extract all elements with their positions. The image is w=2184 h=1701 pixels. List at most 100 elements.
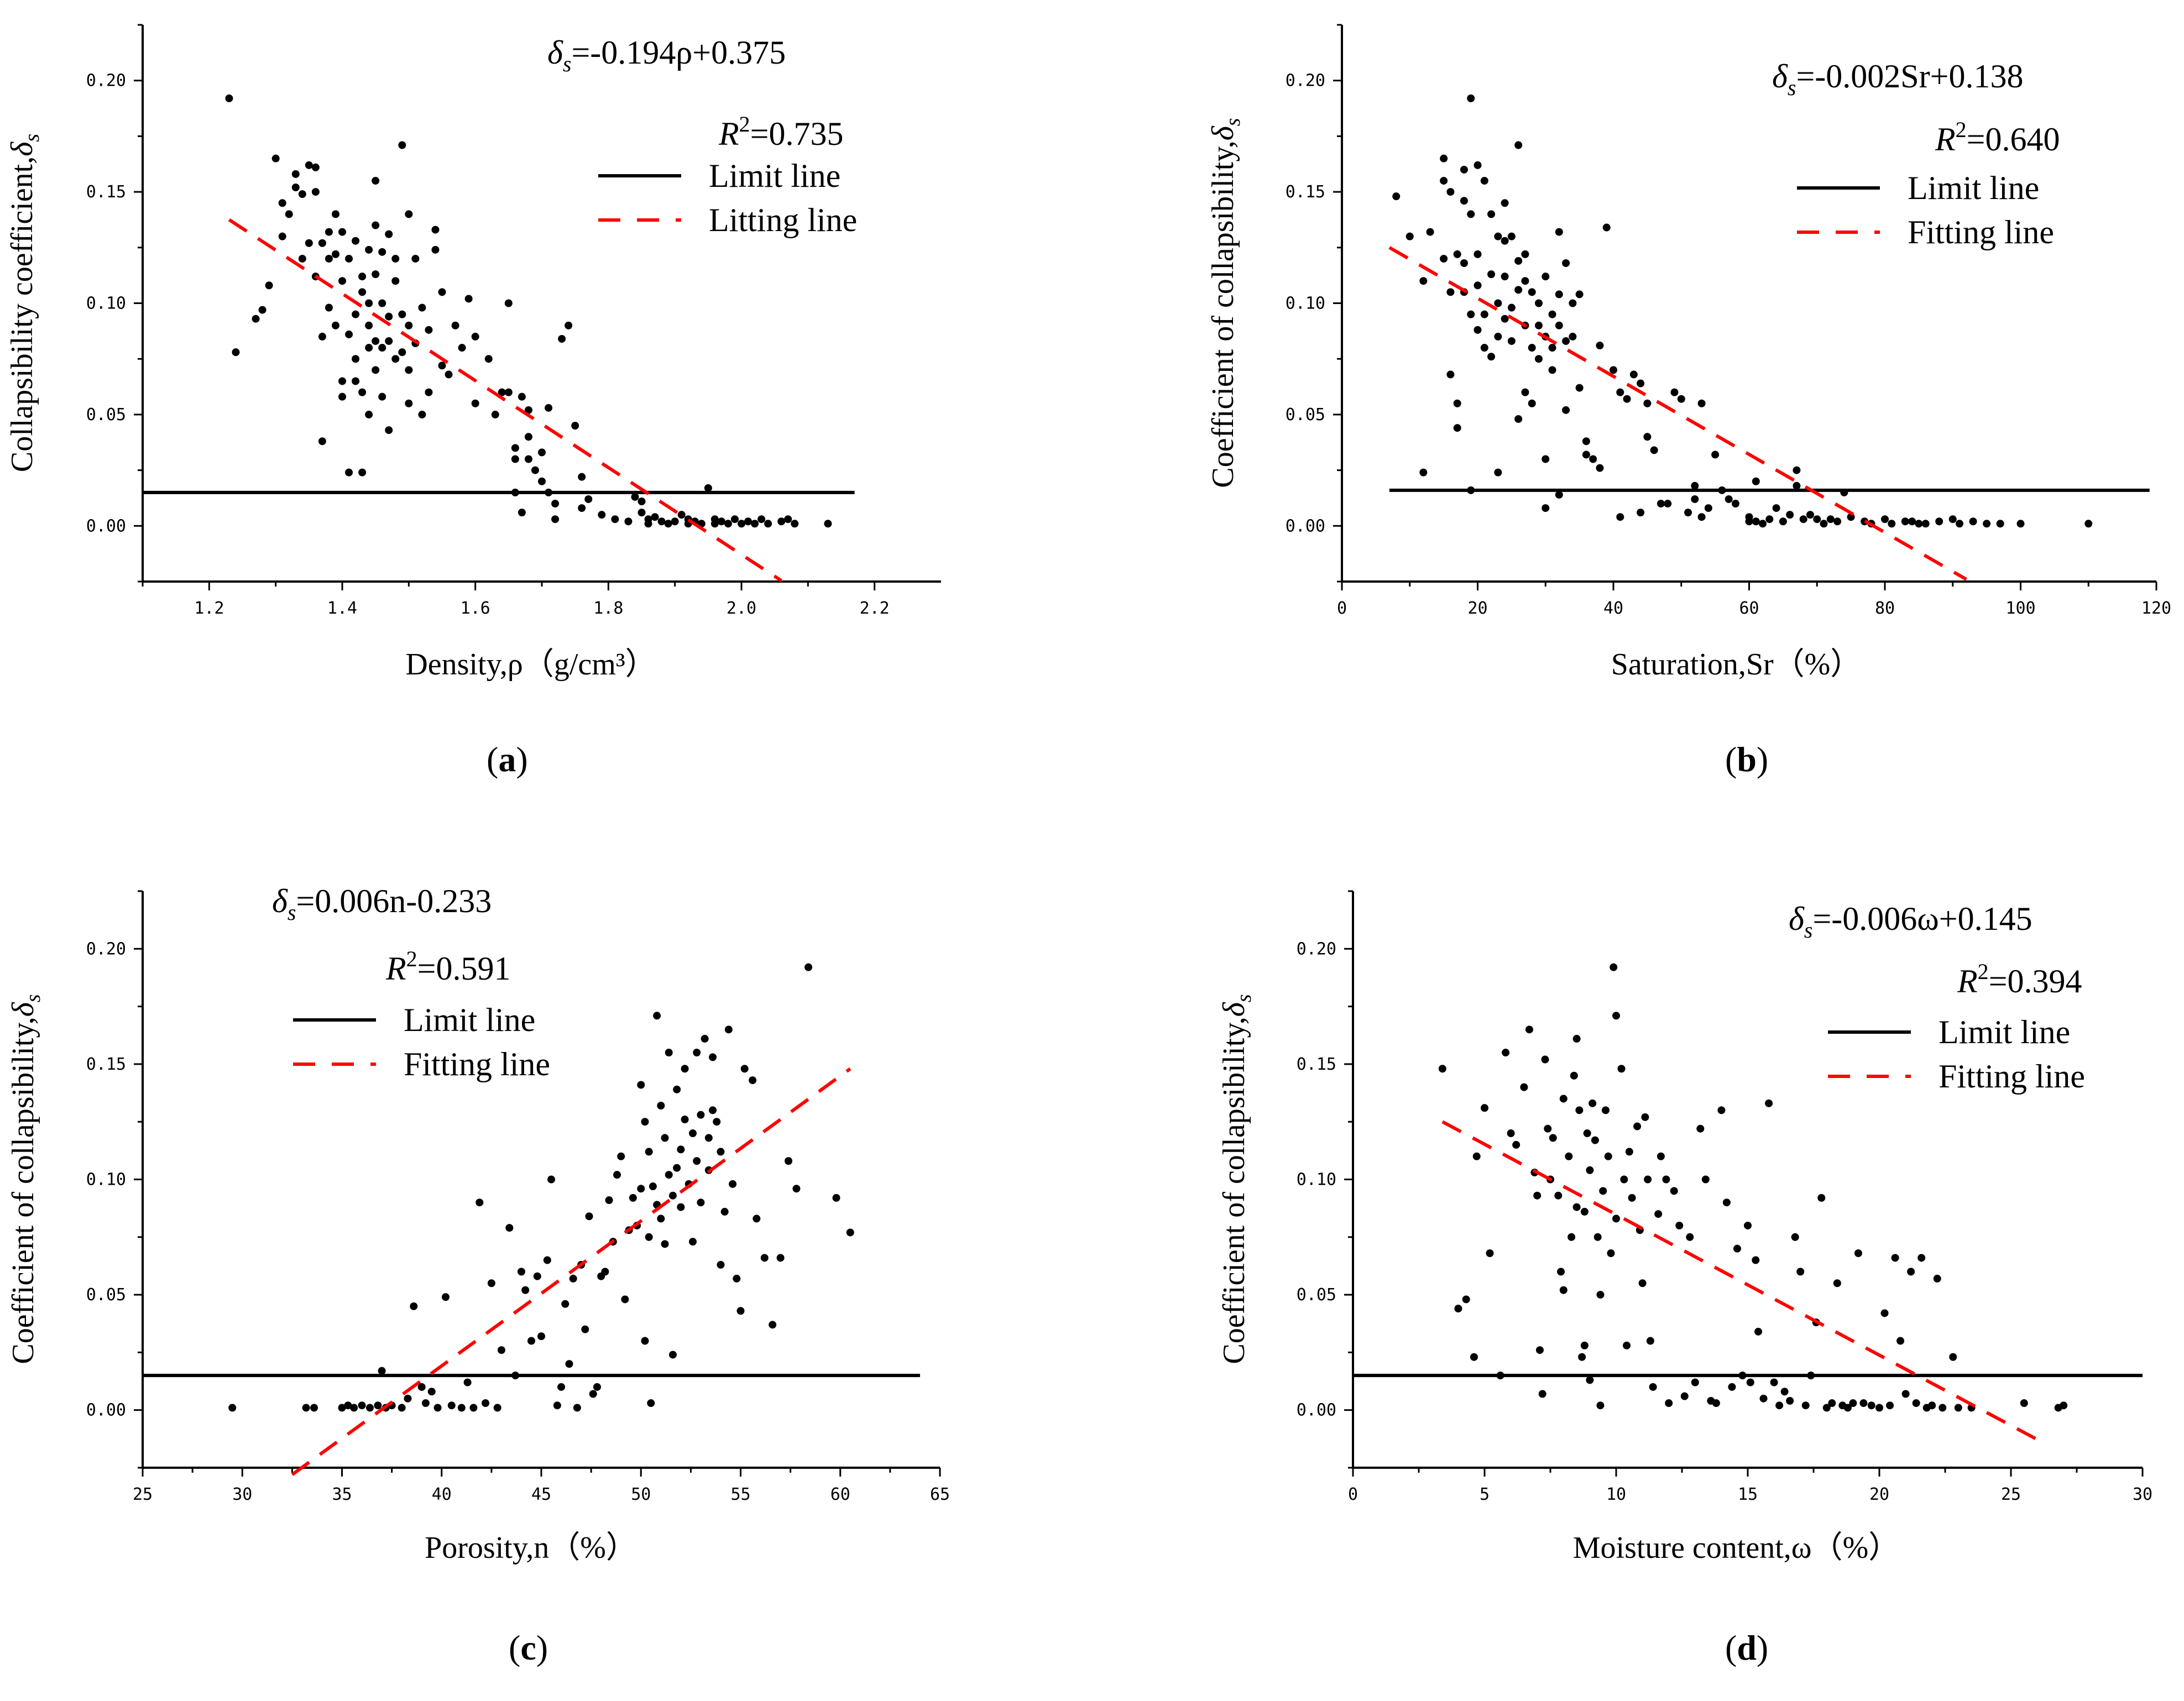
data-point (1939, 1404, 1947, 1412)
x-axis-title: Saturation,Sr（%） (1611, 647, 1862, 682)
data-point (1582, 437, 1590, 446)
chart-panel-d: 0 5 10 15 20 25 300.000.050.100.150.20δs=-0.00… (1217, 890, 2152, 1667)
data-point (1691, 481, 1699, 490)
data-point (749, 1076, 757, 1085)
data-point (458, 344, 466, 352)
data-point (471, 332, 479, 341)
data-point (804, 963, 813, 971)
data-point (1514, 257, 1523, 265)
data-point (661, 1240, 669, 1248)
data-point (657, 1215, 665, 1223)
data-point (305, 239, 313, 247)
data-point (1542, 273, 1550, 281)
x-tick-label: 2.2 (860, 599, 890, 618)
equation-text: =-0.006ω+0.145 (1812, 901, 2032, 937)
y-tick-label: 0.00 (1286, 516, 1325, 536)
data-point (1901, 1390, 1910, 1398)
data-point (1933, 1274, 1941, 1283)
x-tick-label: 35 (332, 1485, 352, 1504)
data-point (1697, 513, 1706, 521)
data-point (1820, 520, 1828, 528)
data-point (345, 468, 353, 477)
data-point (1501, 199, 1509, 207)
data-point (398, 348, 406, 357)
r-superscript: 2 (1956, 117, 1967, 142)
y-axis-title: Coefficient of collapsibility,δs (6, 994, 45, 1364)
data-point (358, 273, 367, 281)
equation-text: =-0.194ρ+0.375 (571, 34, 786, 71)
data-point (1623, 1341, 1631, 1349)
data-point (1828, 1399, 1836, 1407)
data-point (464, 295, 473, 303)
data-point (1507, 303, 1516, 312)
data-point (1907, 1268, 1915, 1276)
data-point (1772, 504, 1780, 512)
data-point (641, 1118, 649, 1126)
data-point (2020, 1399, 2028, 1407)
data-point (1480, 344, 1488, 352)
caption-close: ) (516, 740, 527, 779)
data-point (433, 1404, 442, 1412)
x-axis-title: Density,ρ（g/cm³） (405, 647, 656, 682)
data-point (1786, 511, 1794, 519)
data-point (1775, 1401, 1784, 1410)
y-axis-title-text: Coefficient of collapsibility, (1217, 1017, 1251, 1364)
data-point (557, 1383, 566, 1391)
data-point (252, 315, 260, 323)
data-point (744, 517, 753, 526)
data-point (617, 1152, 625, 1160)
data-point (1759, 1394, 1768, 1402)
data-point (668, 1351, 677, 1359)
r-superscript: 2 (406, 946, 417, 971)
data-point (677, 1203, 685, 1211)
data-point (521, 1286, 530, 1294)
data-point (352, 237, 360, 245)
data-point (1549, 1134, 1557, 1142)
data-point (1446, 288, 1455, 296)
data-point (1538, 1390, 1546, 1398)
data-point (1593, 1233, 1602, 1241)
x-axis-title: Moisture content,ω（%） (1573, 1531, 1900, 1565)
y-axis-title-subscript: s (22, 994, 45, 1002)
data-point (1474, 250, 1482, 258)
data-point (585, 1212, 593, 1221)
y-axis-title-delta: δ (1217, 1002, 1251, 1017)
data-point (1701, 1175, 1710, 1184)
legend-limit-label: Limit line (404, 1002, 535, 1038)
data-point (1575, 1106, 1584, 1114)
data-point (637, 1081, 645, 1089)
data-point (1880, 1309, 1889, 1317)
data-point (1440, 254, 1448, 263)
data-point (1629, 370, 1638, 379)
regression-equation: δs=-0.194ρ+0.375 (547, 34, 786, 76)
data-point (491, 410, 499, 418)
data-point (653, 1012, 661, 1020)
data-point (736, 1307, 745, 1315)
x-tick-label: 55 (730, 1485, 750, 1504)
data-point (1565, 1152, 1573, 1160)
data-point (1928, 1401, 1936, 1410)
data-point (1548, 366, 1556, 374)
data-point (1480, 176, 1488, 185)
data-point (697, 1111, 705, 1119)
data-point (1833, 517, 1842, 526)
data-point (378, 299, 386, 307)
data-point (598, 511, 606, 519)
data-point (1555, 490, 1563, 499)
data-point (1542, 504, 1550, 512)
data-point (372, 176, 380, 185)
x-tick-label: 60 (1739, 599, 1759, 618)
data-point (724, 1025, 733, 1034)
data-point (1813, 515, 1821, 524)
panel-caption: (d) (1725, 1628, 1768, 1667)
data-point (331, 250, 339, 258)
data-point (1657, 1152, 1665, 1160)
equation-delta: δ (547, 34, 563, 71)
data-point (677, 511, 686, 519)
data-point (681, 1065, 689, 1073)
data-point (701, 1035, 709, 1043)
data-point (1733, 1244, 1741, 1253)
data-point (1426, 228, 1434, 236)
data-point (629, 1194, 637, 1202)
data-point (1507, 337, 1516, 345)
